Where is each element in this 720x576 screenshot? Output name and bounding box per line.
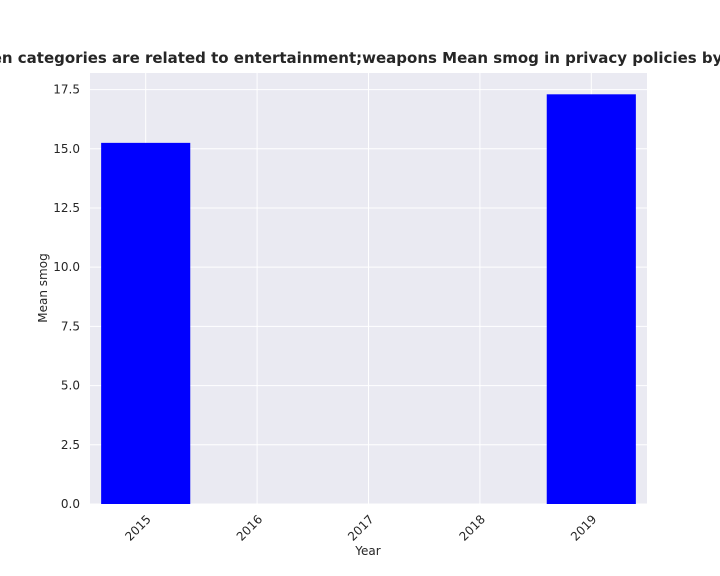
y-tick-label: 15.0 [53,142,80,156]
y-tick-label: 12.5 [53,201,80,215]
x-axis-title: Year [354,544,380,558]
y-tick-labels: 0.0 2.5 5.0 7.5 10.0 12.5 15.0 17.5 [53,83,80,511]
y-tick-label: 5.0 [61,379,80,393]
y-tick-label: 7.5 [61,319,80,333]
y-tick-label: 2.5 [61,438,80,452]
x-tick-label: 2017 [345,512,376,543]
y-tick-label: 17.5 [53,83,80,97]
y-tick-label: 10.0 [53,260,80,274]
x-tick-labels: 2015 2016 2017 2018 2019 [122,512,599,543]
y-axis-title: Mean smog [36,253,50,322]
bars [101,94,636,505]
bar-2019 [546,94,636,505]
x-tick-label: 2015 [122,512,153,543]
x-tick-label: 2016 [234,512,265,543]
y-tick-label: 0.0 [61,497,80,511]
bar-2015 [101,142,191,504]
chart-title: when categories are related to entertain… [0,49,720,67]
x-tick-label: 2019 [568,512,599,543]
x-tick-label: 2018 [457,512,488,543]
